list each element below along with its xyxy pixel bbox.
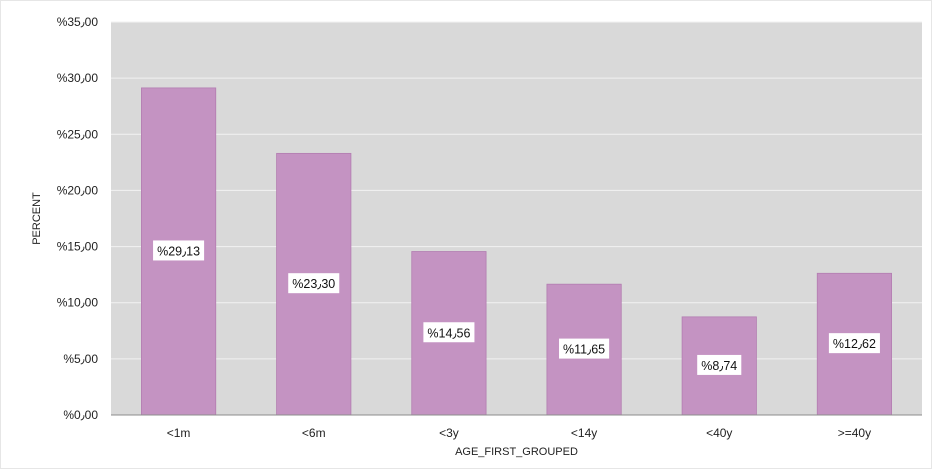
data-labels: %29٫13 %23٫30 %14٫56 %11٫65 %8٫74 %12٫62 [153, 240, 880, 375]
data-label-text: %14٫56 [427, 326, 470, 340]
x-axis-title: AGE_FIRST_GROUPED [455, 446, 578, 458]
data-label-box [828, 333, 880, 354]
data-label: %11٫65 [559, 338, 610, 359]
data-label-text: %12٫62 [833, 337, 876, 351]
x-tick-label: >=40y [838, 426, 871, 440]
y-tick-label: %25٫00 [57, 127, 99, 141]
x-tick-labels: <1m <6m <3y <14y <40y >=40y [167, 426, 871, 440]
data-label: %23٫30 [288, 273, 340, 294]
y-tick-label: %15٫00 [57, 240, 99, 254]
data-label-box [697, 354, 742, 375]
y-tick-labels: %0٫00 %5٫00 %10٫00 %15٫00 %20٫00 %25٫00 %30٫00… [57, 15, 99, 422]
y-tick-label: %5٫00 [63, 352, 98, 366]
data-label-box [153, 240, 205, 261]
data-label-box [423, 322, 475, 343]
x-tick-label: <40y [706, 426, 732, 440]
data-label-text: %11٫65 [563, 343, 605, 357]
data-label: %12٫62 [828, 333, 880, 354]
x-tick-label: <14y [571, 426, 597, 440]
data-label-text: %23٫30 [292, 277, 335, 291]
data-label: %14٫56 [423, 322, 475, 343]
y-tick-label: %20٫00 [57, 183, 99, 197]
x-tick-label: <1m [167, 426, 191, 440]
x-tick-label: <3y [439, 426, 459, 440]
y-tick-label: %10٫00 [57, 296, 99, 310]
y-tick-label: %0٫00 [63, 408, 98, 422]
data-label-box [559, 338, 610, 359]
data-label: %29٫13 [153, 240, 205, 261]
gridlines [111, 21, 922, 360]
x-tick-label: <6m [302, 426, 326, 440]
y-axis-title: PERCENT [31, 192, 43, 245]
data-label-text: %8٫74 [701, 359, 737, 373]
y-tick-label: %30٫00 [57, 71, 99, 85]
data-label-box [288, 273, 340, 294]
y-tick-label: %35٫00 [57, 15, 99, 29]
plot-area [111, 22, 922, 415]
data-label-text: %29٫13 [157, 244, 200, 258]
data-label: %8٫74 [697, 354, 742, 375]
